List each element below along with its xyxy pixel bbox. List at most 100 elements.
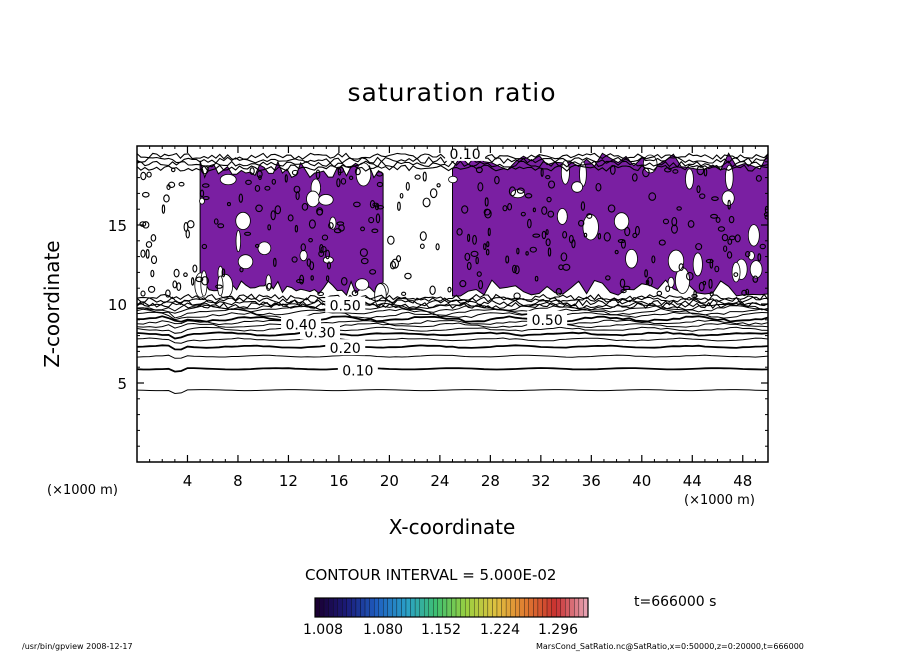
small-contour-cell [172,280,178,289]
small-contour-cell [709,291,714,297]
small-contour-cell [141,191,150,198]
small-contour-cell [176,282,182,291]
small-contour-cell [478,280,484,290]
small-contour-cell [671,216,678,227]
small-contour-cell [401,291,407,296]
chart-title: saturation ratio [347,78,557,107]
colorbar-tick-0: 1.008 [302,622,344,638]
small-contour-cell [199,189,205,198]
small-contour-cell [546,196,552,203]
colorbar-swatch [460,597,466,618]
colorbar-swatch [369,597,375,618]
colorbar-swatch [505,597,511,618]
small-contour-cell [467,233,471,242]
small-contour-cell [396,255,402,263]
x-tick-label: 28 [481,472,500,490]
small-contour-cell [348,175,354,181]
contour-line-0.1 [137,367,768,373]
colorbar-swatch [469,597,475,618]
unsaturated-hole [667,276,675,288]
small-contour-cell [190,277,195,286]
x-tick-label: 4 [183,472,193,490]
small-contour-cell [327,261,332,270]
unsaturated-hole [571,181,584,193]
x-tick-label: 16 [329,472,348,490]
small-contour-cell [534,275,539,282]
small-contour-cell [494,175,500,185]
small-contour-cell [150,234,157,242]
contour-line-0.5 [137,315,768,323]
small-contour-cell [562,263,571,271]
small-contour-cell [726,251,733,259]
small-contour-cell [328,222,334,229]
small-contour-cell [711,196,719,201]
small-contour-cell [140,171,147,181]
small-contour-cell [548,180,556,189]
colorbar-swatch [446,597,452,618]
colorbar-swatch [542,597,548,618]
small-contour-cell [508,186,517,197]
contour-label: 0.50 [330,299,361,315]
small-contour-cell [192,264,198,273]
colorbar-tick-4: 1.296 [537,622,579,638]
small-contour-cell [525,251,529,256]
colorbar-swatch [578,597,584,618]
x-tick-label: 40 [632,472,651,490]
small-contour-cell [475,256,479,265]
small-contour-cell [170,167,176,173]
small-contour-cell [745,251,751,258]
x-tick-label: 12 [279,472,298,490]
small-contour-cell [607,204,616,213]
small-contour-cell [619,278,626,288]
small-contour-cell [520,211,526,217]
small-contour-cell [213,218,219,225]
colorbar-swatch [319,597,325,618]
colorbar-swatch [346,597,352,618]
small-contour-cell [708,278,713,289]
contour-label: 0.20 [330,341,361,357]
small-contour-cell [360,226,365,232]
small-contour-cell [178,181,185,187]
small-contour-cell [715,217,721,223]
small-contour-cell [186,220,195,229]
small-contour-cell [215,284,223,289]
small-contour-cell [693,290,697,299]
small-contour-cell [354,167,361,176]
colorbar-swatch [455,597,461,618]
noisy-contour [137,156,768,165]
small-contour-cell [325,275,330,282]
small-contour-cell [532,207,536,213]
small-contour-cell [321,234,329,241]
contour-labels: 0.100.200.300.400.500.500.10 [281,144,568,379]
small-contour-cell [245,179,252,185]
small-contour-cell [371,228,379,234]
small-contour-cell [513,292,521,300]
unsaturated-hole [613,212,630,231]
small-contour-cell [484,197,489,207]
small-contour-cell [605,275,611,281]
small-contour-cell [319,243,324,254]
unsaturated-hole [448,175,458,184]
small-contour-cell [656,290,663,296]
small-contour-cell [547,247,552,257]
small-contour-cell [464,252,471,261]
colorbar-tick-3: 1.224 [479,622,521,638]
colorbar-swatch [569,597,575,618]
unsaturated-hole [355,278,370,291]
small-contour-cell [150,255,158,265]
small-contour-cell [609,164,616,175]
colorbar-swatch [433,597,438,618]
small-contour-cell [145,241,153,248]
small-contour-cell [631,173,638,182]
small-contour-cell [699,193,706,199]
small-contour-cell [295,191,300,201]
small-contour-cell [337,167,345,174]
small-contour-cell [369,269,377,275]
small-contour-cell [721,233,729,242]
colorbar-swatch [373,597,379,618]
unsaturated-hole [235,229,242,253]
small-contour-cell [547,210,555,218]
small-contour-cell [435,243,440,251]
x-tick-label: 44 [683,472,702,490]
